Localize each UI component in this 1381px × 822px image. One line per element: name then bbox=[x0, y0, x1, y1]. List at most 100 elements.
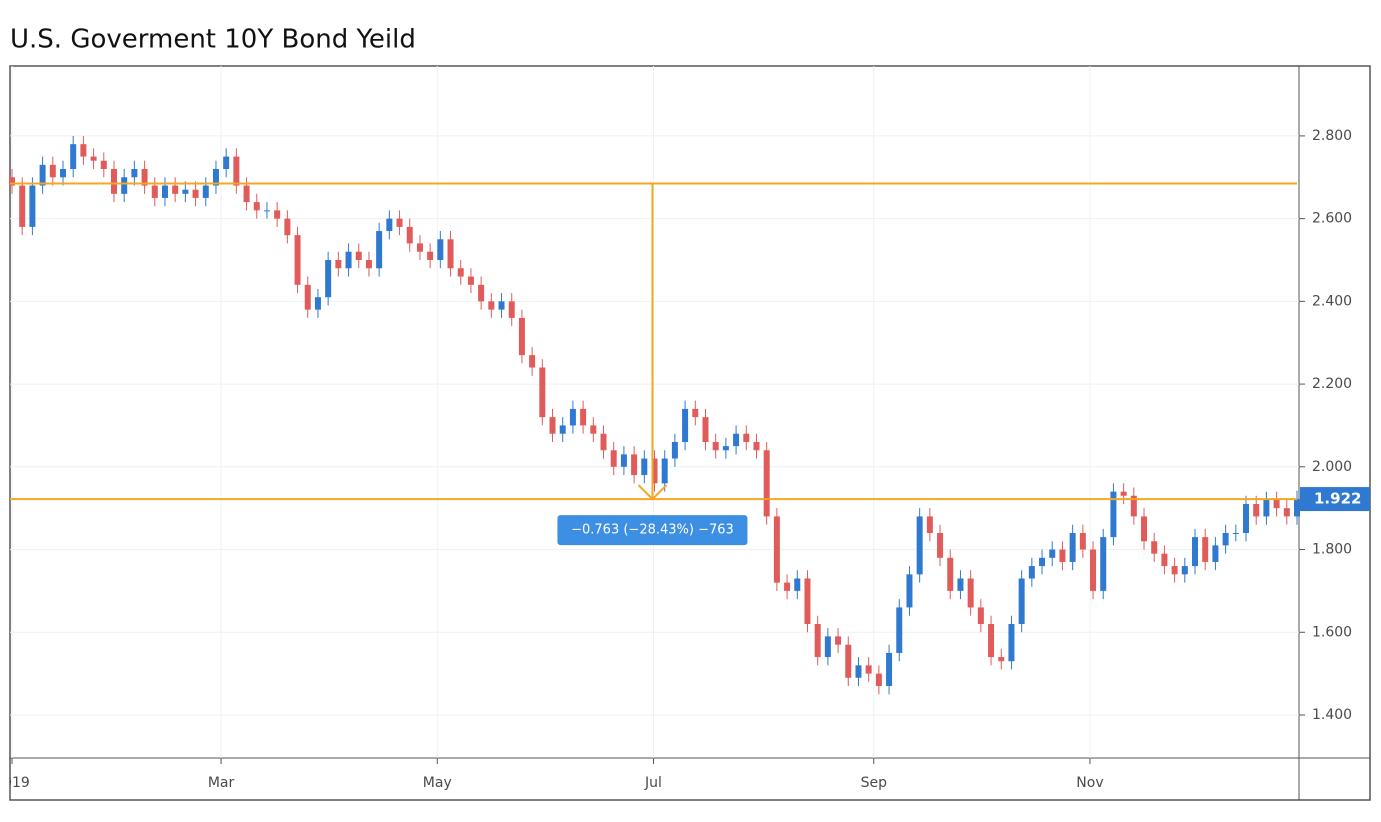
candle-body bbox=[855, 665, 862, 678]
candle-body bbox=[39, 164, 46, 186]
candle-body bbox=[253, 202, 260, 211]
candle-body bbox=[1212, 545, 1219, 562]
candle-body bbox=[1141, 516, 1148, 542]
candle-body bbox=[1192, 537, 1199, 567]
candle-body bbox=[937, 532, 944, 558]
candle-body bbox=[1100, 537, 1107, 591]
arrow-head bbox=[637, 484, 668, 501]
candle-body bbox=[80, 144, 87, 157]
candle-body bbox=[1028, 566, 1035, 579]
candle-body bbox=[977, 607, 984, 624]
candle-body bbox=[733, 433, 740, 447]
candle-body bbox=[712, 441, 719, 451]
candle-body bbox=[529, 355, 536, 368]
candle-body bbox=[9, 177, 15, 186]
x-tick-label: May bbox=[423, 775, 452, 791]
candle-body bbox=[467, 276, 474, 285]
candle-body bbox=[1059, 549, 1066, 562]
x-tick-label: Nov bbox=[1076, 775, 1103, 791]
x-tick-label: Jul bbox=[644, 775, 662, 791]
candle-body bbox=[1283, 508, 1290, 517]
candle-body bbox=[263, 210, 270, 212]
y-tick-label: 2.200 bbox=[1312, 376, 1352, 392]
candle-body bbox=[294, 235, 301, 285]
candle-body bbox=[151, 185, 158, 198]
candle-body bbox=[947, 557, 954, 591]
candle-body bbox=[192, 189, 199, 198]
candle-body bbox=[243, 185, 250, 203]
candle-body bbox=[457, 268, 464, 277]
candle-body bbox=[518, 317, 525, 356]
candle-body bbox=[1181, 566, 1188, 575]
candle-body bbox=[784, 582, 791, 591]
candle-body bbox=[172, 185, 179, 194]
candle-body bbox=[896, 607, 903, 653]
candle-body bbox=[875, 673, 882, 687]
candle-body bbox=[1273, 499, 1280, 509]
candle-body bbox=[957, 578, 964, 591]
candle-body bbox=[886, 652, 893, 687]
candle-body bbox=[539, 367, 546, 418]
y-tick-label: 2.800 bbox=[1312, 128, 1352, 144]
candle-body bbox=[406, 226, 413, 244]
candle-body bbox=[141, 168, 148, 186]
candle-body bbox=[233, 156, 240, 186]
candle-body bbox=[1294, 499, 1300, 517]
candle-body bbox=[59, 168, 66, 178]
candle-body bbox=[335, 259, 342, 269]
candle-body bbox=[304, 284, 311, 310]
candle-body bbox=[508, 301, 515, 318]
candle-body bbox=[590, 425, 597, 434]
candle-body bbox=[49, 164, 56, 178]
candle-body bbox=[376, 231, 383, 269]
x-tick-label: Sep bbox=[861, 775, 888, 791]
chart-title: U.S. Goverment 10Y Bond Yeild bbox=[10, 25, 416, 55]
candle-body bbox=[1090, 549, 1097, 591]
candle-body bbox=[314, 297, 321, 310]
candle-body bbox=[386, 218, 393, 232]
x-tick-label: 2019 bbox=[0, 775, 30, 791]
candle-body bbox=[1049, 549, 1056, 558]
candle-body bbox=[661, 458, 668, 484]
candle-body bbox=[498, 301, 505, 310]
candle-body bbox=[1079, 532, 1086, 550]
candle-body bbox=[926, 516, 933, 533]
candle-body bbox=[600, 433, 607, 451]
candle-body bbox=[325, 259, 332, 298]
candle-body bbox=[416, 243, 423, 252]
candle-body bbox=[753, 441, 760, 451]
candle-body bbox=[1069, 532, 1076, 562]
candle-body bbox=[131, 168, 138, 178]
candle-body bbox=[794, 578, 801, 591]
candle-body bbox=[906, 574, 913, 608]
y-tick-label: 2.000 bbox=[1312, 459, 1352, 475]
price-tag bbox=[1300, 487, 1370, 512]
candle-body bbox=[610, 450, 617, 467]
candle-body bbox=[631, 454, 638, 476]
measure-label: −0.763 (−28.43%) −763 bbox=[571, 523, 734, 538]
candle-body bbox=[814, 623, 821, 658]
candle-body bbox=[692, 408, 699, 418]
candle-body bbox=[967, 578, 974, 608]
measure-box bbox=[557, 515, 748, 546]
candle-body bbox=[804, 578, 811, 624]
candle-body bbox=[773, 516, 780, 583]
y-tick-label: 2.400 bbox=[1312, 293, 1352, 309]
candle-body bbox=[559, 425, 566, 434]
candle-body bbox=[427, 251, 434, 260]
candle-body bbox=[121, 177, 128, 194]
candle-body bbox=[29, 185, 36, 227]
candle-body bbox=[19, 185, 26, 227]
candle-body bbox=[202, 185, 209, 198]
candle-body bbox=[1232, 532, 1239, 534]
candle-body bbox=[161, 185, 168, 198]
candle-body bbox=[478, 284, 485, 302]
candle-body bbox=[620, 454, 627, 467]
candle-body bbox=[1222, 532, 1229, 546]
candle-body bbox=[1130, 495, 1137, 517]
candle-body bbox=[437, 239, 444, 260]
candle-body bbox=[70, 144, 77, 169]
candle-body bbox=[682, 408, 689, 442]
candle-body bbox=[1161, 553, 1168, 567]
price-tag-label: 1.922 bbox=[1314, 490, 1361, 508]
